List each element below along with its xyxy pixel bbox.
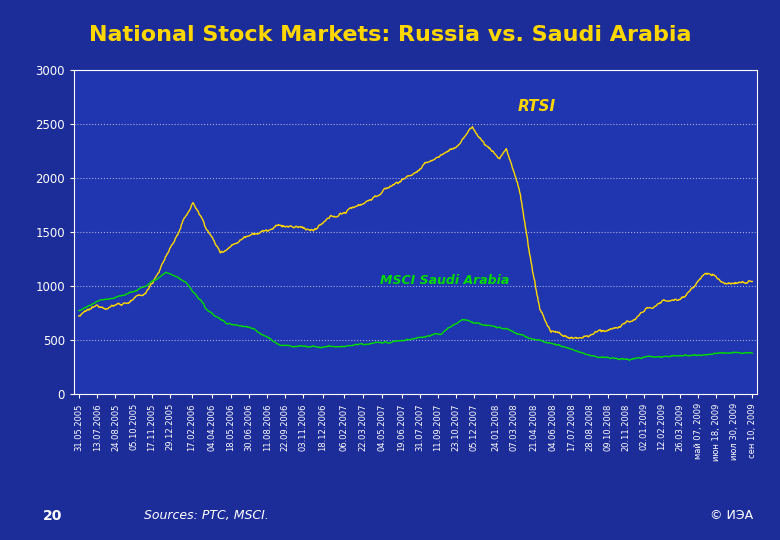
Text: 20: 20	[43, 509, 62, 523]
Text: Sources: РТС, MSCI.: Sources: РТС, MSCI.	[144, 509, 269, 522]
Text: © ИЭА: © ИЭА	[710, 509, 753, 522]
Text: National Stock Markets: Russia vs. Saudi Arabia: National Stock Markets: Russia vs. Saudi…	[89, 25, 691, 45]
Text: MSCI Saudi Arabia: MSCI Saudi Arabia	[381, 274, 509, 287]
Text: RTSI: RTSI	[518, 99, 556, 114]
